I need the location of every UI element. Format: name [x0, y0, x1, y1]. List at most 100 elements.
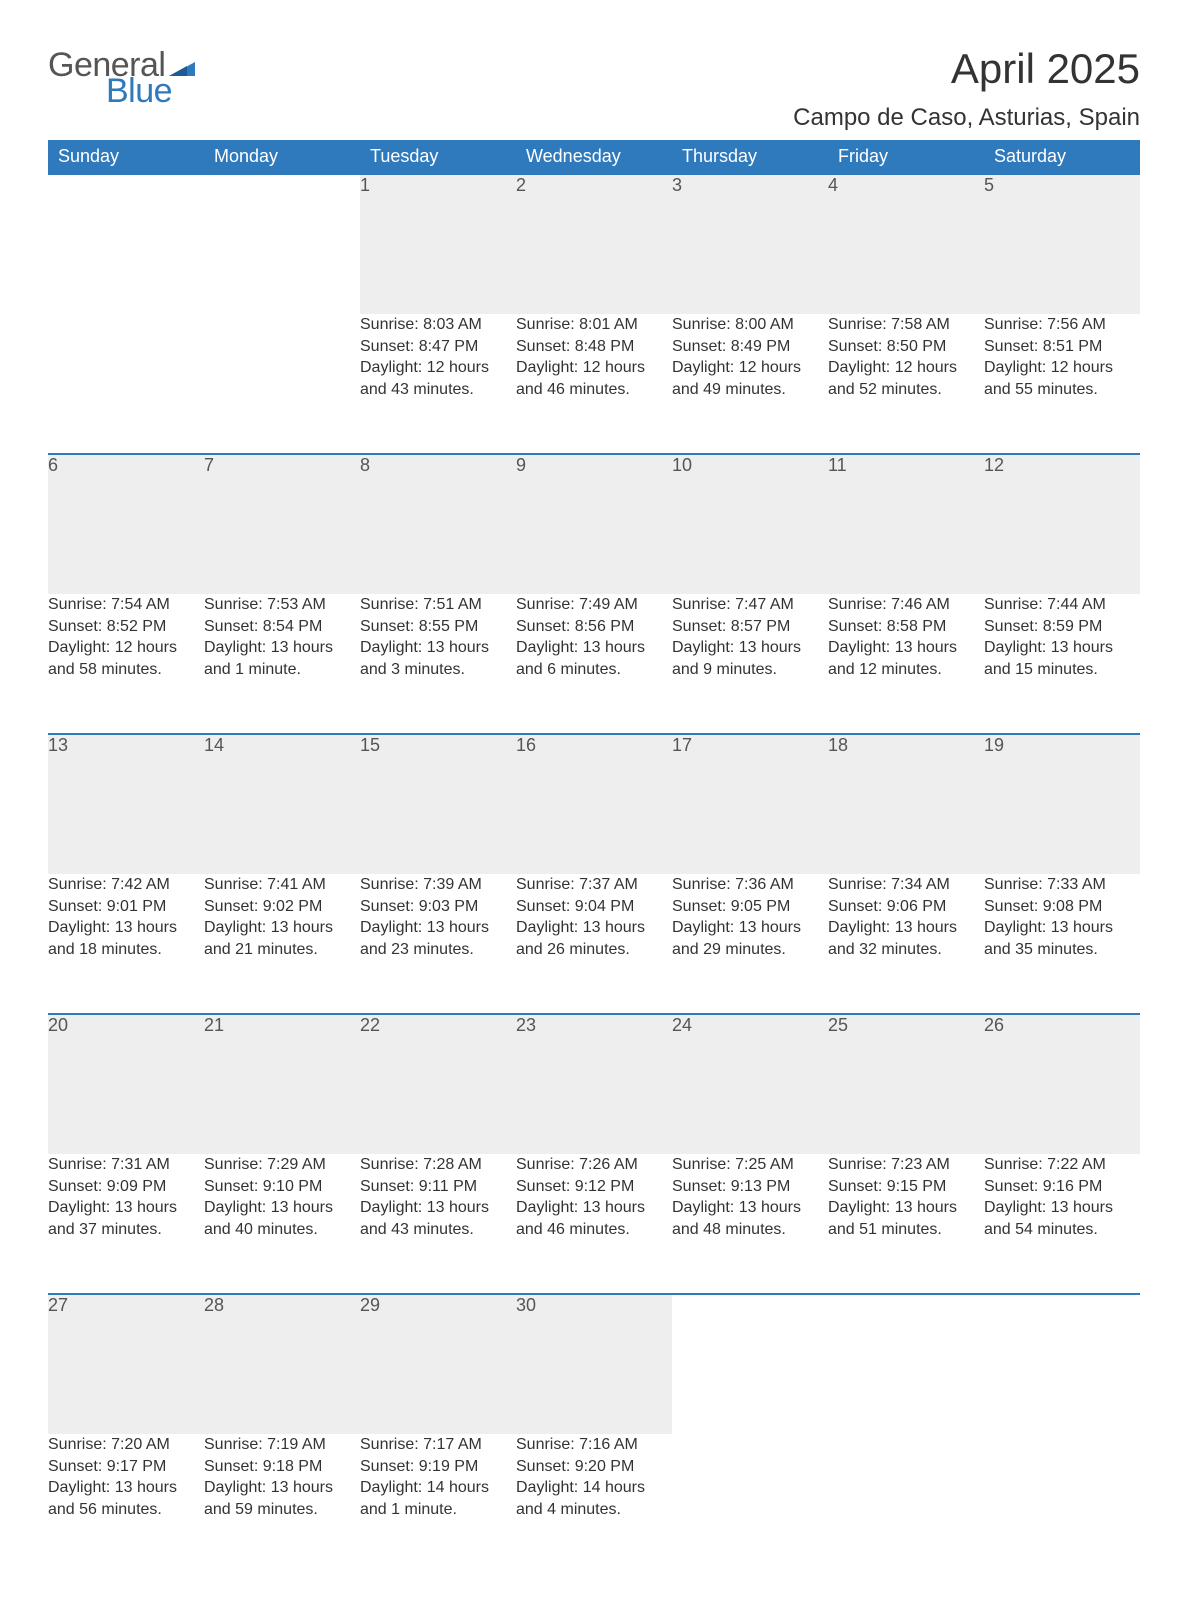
day-content-cell: Sunrise: 7:25 AMSunset: 9:13 PMDaylight:… — [672, 1154, 828, 1294]
day-content-cell: Sunrise: 7:20 AMSunset: 9:17 PMDaylight:… — [48, 1434, 204, 1574]
sunset-line: Sunset: 8:48 PM — [516, 336, 672, 358]
sunrise-line: Sunrise: 7:39 AM — [360, 874, 516, 896]
day-content-row: Sunrise: 8:03 AMSunset: 8:47 PM Daylight:… — [48, 314, 1140, 454]
day-content-cell: Sunrise: 7:37 AMSunset: 9:04 PMDaylight:… — [516, 874, 672, 1014]
daylight-line: Daylight: 12 hours and 49 minutes. — [672, 357, 828, 400]
daylight-line: Daylight: 13 hours and 6 minutes. — [516, 637, 672, 680]
sunset-line: Sunset: 9:16 PM — [984, 1176, 1140, 1198]
sunrise-line: Sunrise: 7:37 AM — [516, 874, 672, 896]
sunset-line: Sunset: 9:09 PM — [48, 1176, 204, 1198]
day-number-cell: 6 — [48, 454, 204, 594]
day-content-cell — [984, 1434, 1140, 1574]
day-content-row: Sunrise: 7:54 AMSunset: 8:52 PMDaylight:… — [48, 594, 1140, 734]
day-number-cell: 2 — [516, 174, 672, 314]
daylight-line: Daylight: 13 hours and 51 minutes. — [828, 1197, 984, 1240]
daylight-line: Daylight: 13 hours and 15 minutes. — [984, 637, 1140, 680]
daylight-line: Daylight: 13 hours and 46 minutes. — [516, 1197, 672, 1240]
sunset-line: Sunset: 8:54 PM — [204, 616, 360, 638]
sunset-line: Sunset: 9:06 PM — [828, 896, 984, 918]
day-content-cell: Sunrise: 7:19 AMSunset: 9:18 PMDaylight:… — [204, 1434, 360, 1574]
day-number-cell: 16 — [516, 734, 672, 874]
day-content-cell: Sunrise: 7:49 AMSunset: 8:56 PMDaylight:… — [516, 594, 672, 734]
daylight-line: Daylight: 12 hours and 58 minutes. — [48, 637, 204, 680]
sunrise-line: Sunrise: 7:28 AM — [360, 1154, 516, 1176]
sunset-line: Sunset: 9:04 PM — [516, 896, 672, 918]
sunset-line: Sunset: 9:05 PM — [672, 896, 828, 918]
daylight-line: Daylight: 14 hours and 1 minute. — [360, 1477, 516, 1520]
day-content-cell — [828, 1434, 984, 1574]
sunset-line: Sunset: 8:56 PM — [516, 616, 672, 638]
day-number-cell: 3 — [672, 174, 828, 314]
day-content-cell: Sunrise: 7:54 AMSunset: 8:52 PMDaylight:… — [48, 594, 204, 734]
sunrise-line: Sunrise: 7:16 AM — [516, 1434, 672, 1456]
sunrise-line: Sunrise: 8:03 AM — [360, 314, 516, 336]
day-content-cell: Sunrise: 7:23 AMSunset: 9:15 PMDaylight:… — [828, 1154, 984, 1294]
day-number-cell: 22 — [360, 1014, 516, 1154]
daylight-line: Daylight: 13 hours and 1 minute. — [204, 637, 360, 680]
day-content-cell: Sunrise: 7:51 AMSunset: 8:55 PMDaylight:… — [360, 594, 516, 734]
daylight-line: Daylight: 13 hours and 29 minutes. — [672, 917, 828, 960]
daylight-line: Daylight: 13 hours and 3 minutes. — [360, 637, 516, 680]
day-number-cell: 26 — [984, 1014, 1140, 1154]
day-number-cell — [204, 174, 360, 314]
sunrise-line: Sunrise: 7:41 AM — [204, 874, 360, 896]
day-content-cell: Sunrise: 7:41 AMSunset: 9:02 PMDaylight:… — [204, 874, 360, 1014]
day-content-cell: Sunrise: 7:29 AMSunset: 9:10 PMDaylight:… — [204, 1154, 360, 1294]
sunrise-line: Sunrise: 7:44 AM — [984, 594, 1140, 616]
day-content-cell: Sunrise: 7:28 AMSunset: 9:11 PMDaylight:… — [360, 1154, 516, 1294]
month-title: April 2025 — [793, 48, 1140, 90]
sunrise-line: Sunrise: 7:56 AM — [984, 314, 1140, 336]
daylight-line: Daylight: 13 hours and 54 minutes. — [984, 1197, 1140, 1240]
day-number-row: 20212223242526 — [48, 1014, 1140, 1154]
day-number-cell: 10 — [672, 454, 828, 594]
sunrise-line: Sunrise: 7:17 AM — [360, 1434, 516, 1456]
sunrise-line: Sunrise: 7:36 AM — [672, 874, 828, 896]
calendar-table: SundayMondayTuesdayWednesdayThursdayFrid… — [48, 140, 1140, 1574]
sunset-line: Sunset: 9:13 PM — [672, 1176, 828, 1198]
day-number-cell: 9 — [516, 454, 672, 594]
sunset-line: Sunset: 8:49 PM — [672, 336, 828, 358]
day-content-cell: Sunrise: 7:47 AMSunset: 8:57 PMDaylight:… — [672, 594, 828, 734]
daylight-line: Daylight: 13 hours and 32 minutes. — [828, 917, 984, 960]
day-content-cell: Sunrise: 7:26 AMSunset: 9:12 PMDaylight:… — [516, 1154, 672, 1294]
day-number-cell: 29 — [360, 1294, 516, 1434]
day-content-cell: Sunrise: 7:39 AMSunset: 9:03 PMDaylight:… — [360, 874, 516, 1014]
sunset-line: Sunset: 8:57 PM — [672, 616, 828, 638]
sunset-line: Sunset: 9:02 PM — [204, 896, 360, 918]
day-content-cell: Sunrise: 7:44 AMSunset: 8:59 PMDaylight:… — [984, 594, 1140, 734]
weekday-header: Thursday — [672, 140, 828, 174]
weekday-header: Saturday — [984, 140, 1140, 174]
day-content-cell: Sunrise: 7:31 AMSunset: 9:09 PMDaylight:… — [48, 1154, 204, 1294]
sunset-line: Sunset: 8:47 PM — [360, 336, 516, 358]
day-content-cell: Sunrise: 8:03 AMSunset: 8:47 PMDaylight:… — [360, 314, 516, 454]
day-content-cell: Sunrise: 7:36 AMSunset: 9:05 PMDaylight:… — [672, 874, 828, 1014]
weekday-header: Monday — [204, 140, 360, 174]
day-number-cell: 17 — [672, 734, 828, 874]
day-content-cell: Sunrise: 7:17 AMSunset: 9:19 PMDaylight:… — [360, 1434, 516, 1574]
sunrise-line: Sunrise: 7:47 AM — [672, 594, 828, 616]
sunrise-line: Sunrise: 7:33 AM — [984, 874, 1140, 896]
daylight-line: Daylight: 13 hours and 35 minutes. — [984, 917, 1140, 960]
weekday-header: Sunday — [48, 140, 204, 174]
sunset-line: Sunset: 9:15 PM — [828, 1176, 984, 1198]
daylight-line: Daylight: 13 hours and 37 minutes. — [48, 1197, 204, 1240]
day-number-cell — [984, 1294, 1140, 1434]
day-content-cell: Sunrise: 7:46 AMSunset: 8:58 PMDaylight:… — [828, 594, 984, 734]
day-number-cell: 1 — [360, 174, 516, 314]
sunrise-line: Sunrise: 7:54 AM — [48, 594, 204, 616]
daylight-line: Daylight: 13 hours and 56 minutes. — [48, 1477, 204, 1520]
day-content-cell: Sunrise: 7:33 AMSunset: 9:08 PMDaylight:… — [984, 874, 1140, 1014]
day-number-cell: 4 — [828, 174, 984, 314]
daylight-line: Daylight: 13 hours and 40 minutes. — [204, 1197, 360, 1240]
sunset-line: Sunset: 8:58 PM — [828, 616, 984, 638]
sunset-line: Sunset: 8:50 PM — [828, 336, 984, 358]
day-content-cell: Sunrise: 7:53 AMSunset: 8:54 PMDaylight:… — [204, 594, 360, 734]
daylight-line: Daylight: 12 hours and 55 minutes. — [984, 357, 1140, 400]
day-number-row: 13141516171819 — [48, 734, 1140, 874]
daylight-line: Daylight: 14 hours and 4 minutes. — [516, 1477, 672, 1520]
day-number-row: 27282930 — [48, 1294, 1140, 1434]
logo: General Blue — [48, 48, 195, 108]
daylight-line: Daylight: 13 hours and 18 minutes. — [48, 917, 204, 960]
day-content-cell — [672, 1434, 828, 1574]
daylight-line: Daylight: 13 hours and 21 minutes. — [204, 917, 360, 960]
